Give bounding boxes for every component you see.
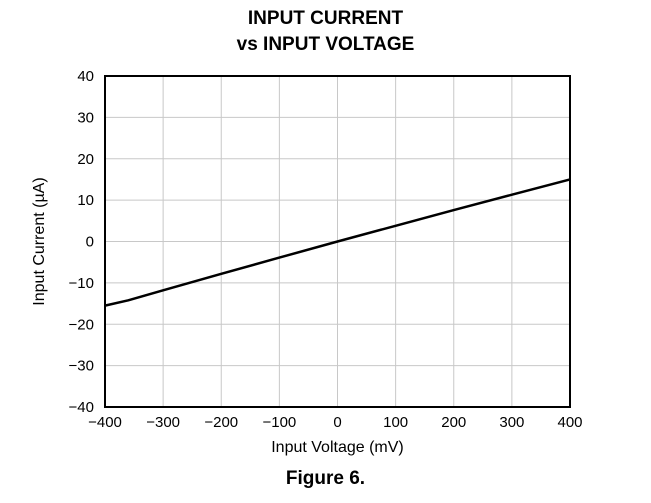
x-tick-label: 300 (499, 414, 524, 431)
x-tick-label: 0 (333, 414, 341, 431)
x-tick-label: −300 (146, 414, 180, 431)
figure-caption: Figure 6. (285, 468, 366, 489)
chart-title: INPUT CURRENT (247, 8, 404, 29)
y-tick-label: −30 (69, 358, 94, 375)
x-tick-label: 200 (441, 414, 466, 431)
x-tick-label: 100 (383, 414, 408, 431)
y-tick-label: 10 (77, 192, 94, 209)
y-tick-label: −10 (69, 275, 94, 292)
x-tick-label: −400 (88, 414, 122, 431)
y-tick-label: 20 (77, 151, 94, 168)
series-layer (104, 178, 571, 307)
y-tick-label: 0 (86, 234, 94, 251)
y-axis-label: Input Current (µA) (31, 177, 48, 305)
y-tick-label: 30 (77, 109, 94, 126)
x-tick-labels: −400 −300 −200 −100 0 100 200 300 400 (88, 414, 582, 431)
y-tick-label: −40 (69, 399, 94, 416)
y-tick-label: −20 (69, 316, 94, 333)
x-tick-label: −100 (262, 414, 296, 431)
x-tick-label: −200 (204, 414, 238, 431)
y-tick-labels: 40 30 20 10 0 −10 −20 −30 −40 (69, 68, 94, 416)
x-axis-label: Input Voltage (mV) (271, 439, 404, 456)
x-tick-label: 400 (557, 414, 582, 431)
plot-frame (104, 75, 571, 408)
y-tick-label: 40 (77, 68, 94, 85)
chart-subtitle: vs INPUT VOLTAGE (236, 34, 415, 55)
series-line (104, 178, 571, 307)
